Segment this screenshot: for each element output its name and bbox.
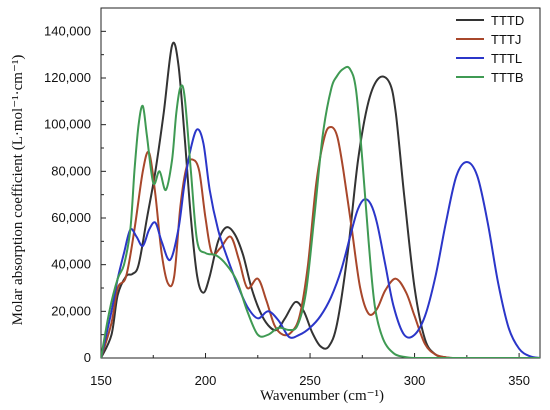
y-tick-label: 120,000 xyxy=(44,70,91,85)
x-axis-ticks: 150 200 250 300 350 xyxy=(90,353,530,388)
y-tick-label: 40,000 xyxy=(51,257,91,272)
legend: TTTD TTTJ TTTL TTTB xyxy=(456,13,524,85)
series-lines xyxy=(101,41,540,358)
y-tick-label: 100,000 xyxy=(44,117,91,132)
y-tick-label: 80,000 xyxy=(51,163,91,178)
y-tick-label: 0 xyxy=(84,350,91,365)
series-line-tttd xyxy=(101,41,540,358)
x-tick-label: 300 xyxy=(404,373,426,388)
x-tick-label: 250 xyxy=(299,373,321,388)
y-tick-label: 20,000 xyxy=(51,303,91,318)
y-axis-ticks: 0 20,000 40,000 60,000 80,000 100,000 120,000 1… xyxy=(44,23,106,365)
legend-label-tttb: TTTB xyxy=(491,70,524,85)
legend-label-tttd: TTTD xyxy=(491,13,524,28)
y-axis-title: Molar absorption coefficient (L·mol⁻¹·cm… xyxy=(10,55,26,326)
y-tick-label: 140,000 xyxy=(44,23,91,38)
series-line-tttb xyxy=(101,65,540,358)
plot-area xyxy=(100,7,541,359)
series-line-tttl xyxy=(101,128,540,358)
y-tick-label: 60,000 xyxy=(51,210,91,225)
x-tick-label: 150 xyxy=(90,373,112,388)
x-tick-label: 200 xyxy=(195,373,217,388)
plot-border xyxy=(100,7,541,359)
legend-label-tttl: TTTL xyxy=(491,51,522,66)
x-axis-title: Wavenumber (cm⁻¹) xyxy=(260,388,384,404)
series-line-tttj xyxy=(101,126,540,358)
legend-label-tttj: TTTJ xyxy=(491,32,521,47)
x-tick-label: 350 xyxy=(508,373,530,388)
